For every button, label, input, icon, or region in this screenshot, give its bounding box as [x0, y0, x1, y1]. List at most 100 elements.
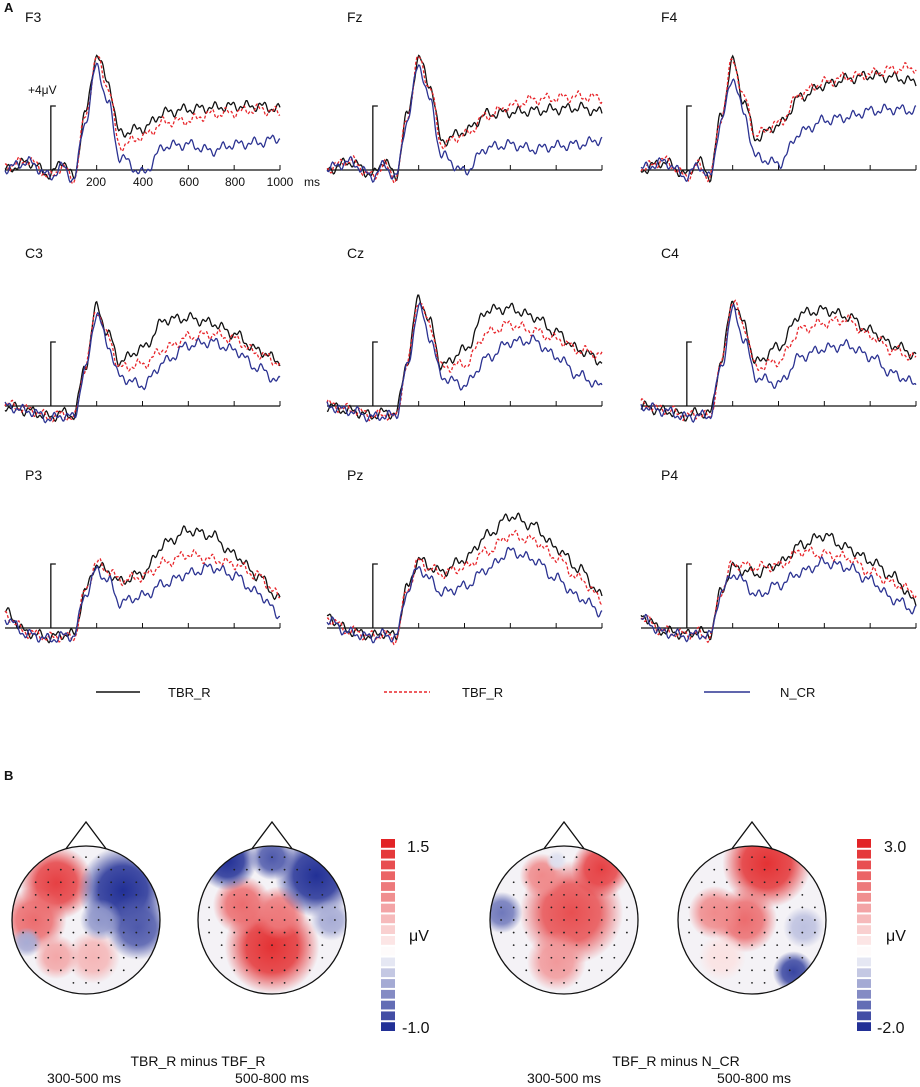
colorbar-swatch: [381, 968, 395, 978]
electrode-dot: [321, 906, 324, 909]
erp-line-tbf-r: [640, 546, 917, 644]
erp-line-tbf-r: [4, 311, 281, 423]
colorbar-swatch: [381, 979, 395, 988]
electrode-dot: [47, 868, 50, 871]
electrode-dot: [600, 906, 603, 909]
electrode-dot: [47, 931, 50, 934]
electrode-dot: [220, 944, 223, 947]
scale-label: +4μV: [28, 83, 57, 97]
electrode-dot: [110, 944, 113, 947]
electrode-dot: [334, 931, 336, 934]
electrode-dot: [776, 868, 779, 871]
electrode-dot: [122, 881, 125, 884]
electrode-dot: [512, 906, 515, 909]
electrode-dot: [500, 906, 502, 909]
electrode-dot: [110, 881, 113, 884]
electrode-dot: [550, 969, 553, 972]
electrode-dot: [148, 919, 150, 921]
electrode-dot: [814, 919, 816, 921]
electrode-dot: [550, 856, 553, 858]
amplitude-scale-bar: [686, 105, 692, 170]
electrode-dot: [725, 969, 728, 972]
amplitude-scale-bar: [50, 341, 56, 406]
electrode-dot: [148, 906, 150, 909]
electrode-dot: [563, 982, 565, 984]
electrode-dot: [751, 881, 753, 884]
erp-line-tbr-r: [4, 300, 281, 423]
electrode-dot: [512, 881, 515, 884]
electrode-dot: [550, 868, 553, 871]
erp-line-tbf-r: [326, 302, 603, 422]
electrode-dot: [72, 969, 75, 972]
electrode-dot: [220, 956, 223, 959]
electrode-dot: [512, 919, 515, 921]
electrode-dot: [22, 906, 24, 909]
electrode-dot: [110, 893, 113, 896]
electrode-dot: [751, 906, 753, 909]
electrode-dot: [233, 969, 236, 972]
erp-plot-pz: Pz: [326, 467, 603, 646]
electrode-dot: [283, 931, 286, 934]
electrode-dot: [122, 969, 125, 972]
electrode-dot: [588, 931, 591, 934]
erp-line-n-cr: [326, 546, 603, 644]
electrode-dot: [525, 906, 528, 909]
electrode-dot: [97, 969, 100, 972]
erp-plot-f3: F3: [4, 9, 281, 185]
electrode-dot: [763, 969, 766, 972]
electrode-dot: [233, 906, 236, 909]
colorbar-swatch: [857, 882, 871, 891]
potential-blob: [722, 846, 812, 909]
electrode-dot: [751, 982, 753, 984]
topomap: [677, 820, 827, 995]
electrode-dot: [122, 893, 125, 896]
electrode-dot: [245, 956, 248, 959]
electrode-label: F3: [25, 9, 42, 25]
electrode-dot: [122, 868, 125, 871]
electrode-dot: [321, 893, 324, 896]
electrode-label: P3: [25, 467, 42, 483]
electrode-dot: [563, 919, 565, 921]
electrode-dot: [233, 893, 236, 896]
electrode-dot: [296, 893, 299, 896]
electrode-dot: [725, 944, 728, 947]
colorbar-swatch: [857, 936, 871, 945]
electrode-dot: [550, 931, 553, 934]
electrode-label: Fz: [347, 9, 363, 25]
electrode-dot: [525, 919, 528, 921]
electrode-dot: [271, 856, 273, 858]
electrode-dot: [72, 906, 75, 909]
electrode-dot: [245, 931, 248, 934]
electrode-dot: [738, 881, 741, 884]
colorbar-swatch: [857, 1000, 871, 1010]
colorbar-swatch: [857, 903, 871, 913]
colorbar-swatch: [381, 882, 395, 891]
topomap: [197, 820, 347, 995]
topomap: [11, 820, 161, 995]
electrode-dot: [763, 881, 766, 884]
legend-label-ncr: N_CR: [780, 685, 815, 700]
electrode-dot: [788, 881, 791, 884]
electrode-dot: [47, 881, 50, 884]
electrode-dot: [321, 944, 324, 947]
electrode-dot: [738, 906, 741, 909]
electrode-dot: [788, 931, 791, 934]
head-outline: [197, 845, 347, 995]
electrode-dot: [85, 969, 87, 972]
time-window-label: 500-800 ms: [717, 1070, 791, 1086]
electrode-dot: [688, 931, 690, 934]
electrode-dot: [283, 881, 286, 884]
electrode-dot: [613, 944, 616, 947]
electrode-dot: [763, 868, 766, 871]
electrode-dot: [725, 931, 728, 934]
electrode-dot: [135, 919, 138, 921]
colorbar-swatch: [381, 936, 395, 945]
potential-blob: [274, 846, 346, 918]
electrode-dot: [110, 956, 113, 959]
electrode-dot: [700, 944, 703, 947]
electrode-dot: [208, 919, 211, 921]
electrode-dot: [788, 906, 791, 909]
electrode-dot: [85, 856, 87, 858]
electrode-dot: [72, 893, 75, 896]
electrode-dot: [271, 906, 273, 909]
